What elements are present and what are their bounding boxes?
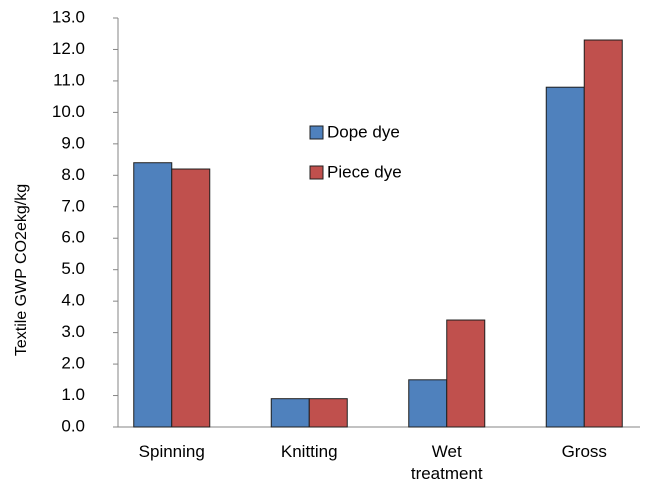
legend-swatch [309,165,324,180]
bar [133,162,173,428]
x-tick-label: Knitting [280,442,338,461]
y-tick-label: 5.0 [61,259,85,278]
y-tick-label: 4.0 [61,291,85,310]
bar [270,398,310,428]
legend-swatch [309,125,324,140]
x-tick-label: Gross [561,442,607,461]
y-tick-label: 7.0 [61,196,85,215]
y-tick-label: 0.0 [61,416,85,435]
y-axis-title: Textile GWP CO2ekg/kg [13,184,30,356]
y-tick-label: 9.0 [61,133,85,152]
bar [583,39,623,428]
y-tick-label: 3.0 [61,322,85,341]
y-tick-label: 10.0 [52,102,85,121]
y-tick-label: 13.0 [52,7,85,26]
bar [446,319,486,428]
y-tick-label: 12.0 [52,39,85,58]
y-tick-label: 6.0 [61,228,85,247]
y-tick-label: 11.0 [53,70,85,89]
x-tick-label: Wet treatment [410,442,483,483]
bar [545,86,585,428]
legend-label: Piece dye [327,162,402,181]
y-tick-label: 2.0 [61,354,85,373]
bar [408,379,448,428]
legend-label: Dope dye [327,122,400,141]
bar [171,168,211,428]
bar [308,398,348,428]
y-tick-label: 1.0 [61,385,85,404]
y-tick-label: 8.0 [61,165,85,184]
x-tick-label: Spinning [138,442,205,461]
